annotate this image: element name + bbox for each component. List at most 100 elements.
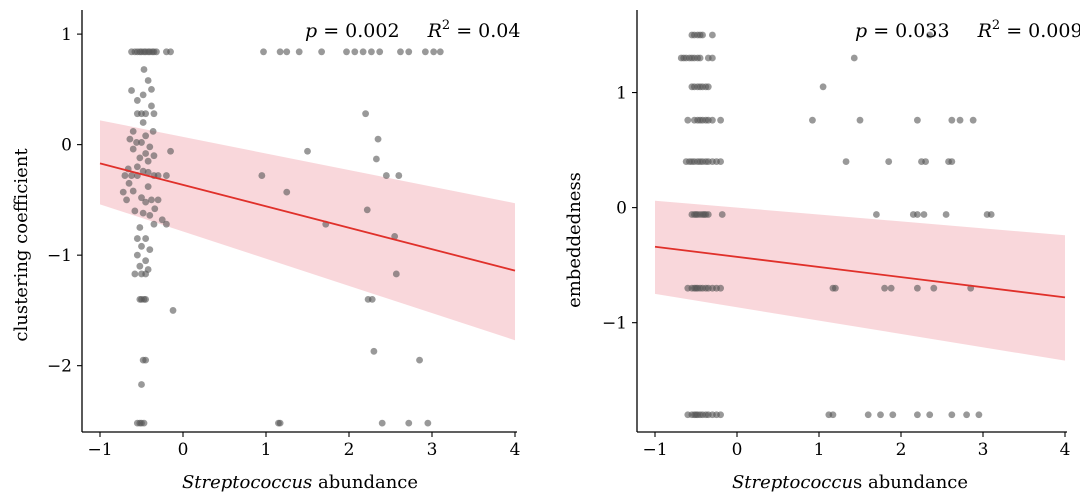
embeddedness-y-tick-label: −1 — [602, 314, 627, 334]
clustering-data-point — [129, 187, 137, 195]
embeddedness-data-point — [717, 284, 724, 292]
clustering-data-point — [283, 188, 291, 196]
clustering-data-point — [163, 172, 170, 179]
r2-exponent: 2 — [992, 18, 1000, 33]
clustering-data-point — [142, 110, 150, 118]
p-symbol: p — [855, 20, 867, 42]
embeddedness-data-point — [922, 158, 929, 165]
clustering-data-point — [133, 235, 141, 242]
embeddedness-x-tick-label: 2 — [896, 440, 907, 460]
clustering-fit-line — [99, 162, 516, 272]
embeddedness-data-point — [864, 411, 872, 419]
embeddedness-x-tick-label: 4 — [1060, 440, 1071, 460]
clustering-data-point — [343, 48, 350, 56]
r2-value: = 0.04 — [450, 20, 520, 42]
embeddedness-data-point — [696, 54, 704, 62]
embeddedness-data-point — [975, 411, 983, 419]
clustering-data-point — [421, 48, 429, 56]
clustering-data-point — [119, 188, 127, 196]
clustering-data-point — [146, 143, 154, 151]
clustering-data-point — [142, 150, 150, 157]
r2-exponent: 2 — [442, 18, 450, 33]
panel-clustering-y-axis-title: clustering coefficient — [11, 148, 32, 342]
clustering-data-point — [416, 356, 423, 364]
embeddedness-data-point — [885, 158, 893, 165]
embeddedness-data-point — [699, 31, 706, 39]
embeddedness-data-point — [948, 411, 956, 419]
embeddedness-x-tick-label: 0 — [732, 440, 743, 460]
embeddedness-data-point — [819, 83, 827, 91]
clustering-data-point — [276, 48, 284, 56]
clustering-data-point — [139, 209, 147, 217]
clustering-data-point — [150, 110, 158, 118]
embeddedness-data-point — [881, 284, 888, 292]
clustering-data-point — [276, 419, 284, 427]
clustering-data-point — [167, 147, 174, 155]
clustering-data-point — [138, 381, 145, 388]
embeddedness-data-point — [873, 211, 880, 218]
clustering-data-point — [318, 48, 326, 56]
clustering-data-point — [123, 196, 130, 204]
panel-clustering-plot: −1 0 1 2 3 4 −2 −1 0 1 — [47, 10, 520, 460]
clustering-data-point — [362, 110, 369, 118]
p-value: = 0.033 — [867, 20, 949, 42]
clustering-data-point — [154, 196, 162, 204]
embeddedness-data-point — [963, 411, 970, 419]
clustering-data-point — [146, 211, 154, 219]
clustering-data-point — [131, 207, 139, 215]
embeddedness-data-point — [709, 54, 716, 62]
clustering-data-point — [136, 224, 144, 231]
embeddedness-data-point — [942, 211, 950, 218]
x-title-italic: Streptococcu — [732, 472, 853, 492]
clustering-data-point — [129, 145, 137, 153]
clustering-y-tick-label: 1 — [61, 25, 72, 45]
clustering-data-point — [405, 48, 413, 56]
clustering-data-point — [351, 48, 359, 56]
embeddedness-data-point — [969, 116, 977, 124]
embeddedness-data-point — [887, 284, 895, 292]
clustering-data-point — [133, 139, 140, 146]
clustering-data-point — [163, 220, 170, 228]
clustering-x-tick-label: 3 — [427, 440, 438, 460]
panel-embeddedness-stats: p = 0.033 R2 = 0.009 — [855, 18, 1080, 42]
panel-embeddedness-x-axis-title: Streptococcus abundance — [732, 472, 968, 492]
clustering-data-point — [121, 172, 129, 179]
clustering-data-point — [151, 205, 159, 213]
r2-symbol: R — [427, 20, 442, 42]
clustering-data-point — [392, 270, 400, 278]
x-title-italic: Streptococcus — [182, 472, 312, 492]
clustering-data-point — [148, 85, 155, 93]
r2-symbol: R — [977, 20, 992, 42]
clustering-data-point — [158, 216, 166, 224]
clustering-data-point — [138, 242, 145, 250]
embeddedness-data-point — [914, 211, 921, 218]
clustering-data-point — [148, 196, 155, 204]
clustering-data-point — [363, 206, 371, 214]
clustering-data-point — [136, 262, 144, 270]
p-value: = 0.002 — [317, 20, 399, 42]
clustering-data-point — [133, 97, 141, 104]
clustering-data-point — [144, 168, 152, 176]
clustering-data-point — [140, 419, 148, 427]
clustering-y-tick-label: 0 — [61, 136, 72, 156]
embeddedness-data-point — [856, 116, 864, 124]
clustering-data-point — [146, 246, 154, 254]
embeddedness-fit-line — [654, 245, 1066, 299]
clustering-data-point — [129, 127, 137, 135]
clustering-data-point — [128, 87, 135, 94]
clustering-data-point — [140, 66, 148, 73]
clustering-data-point — [142, 356, 150, 364]
clustering-data-point — [368, 295, 376, 303]
clustering-data-point — [436, 48, 444, 56]
panel-embeddedness-plot: −1 0 1 2 3 4 −1 0 1 — [602, 10, 1070, 460]
clustering-data-point — [138, 139, 145, 146]
clustering-data-point — [370, 347, 378, 355]
embeddedness-data-point — [718, 211, 726, 218]
embeddedness-data-point — [987, 211, 995, 218]
clustering-data-point — [133, 163, 141, 171]
embeddedness-data-point — [684, 116, 692, 124]
clustering-data-point — [148, 102, 155, 110]
embeddedness-y-tick-label: 0 — [616, 199, 627, 219]
embeddedness-data-point — [850, 54, 858, 62]
embeddedness-x-tick-label: 3 — [978, 440, 989, 460]
